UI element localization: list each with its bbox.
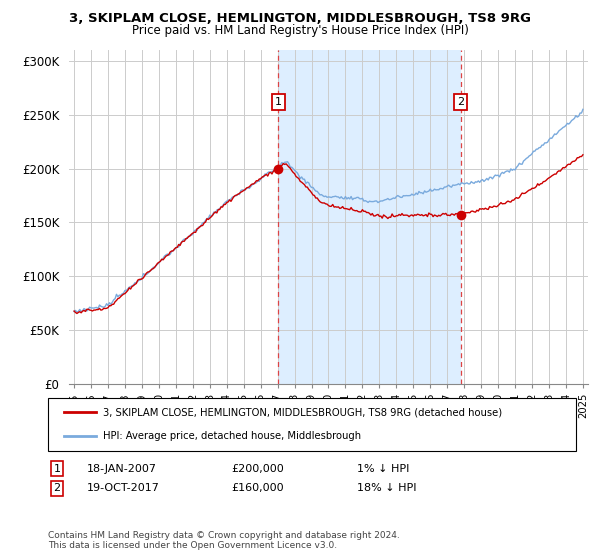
Text: 3, SKIPLAM CLOSE, HEMLINGTON, MIDDLESBROUGH, TS8 9RG (detached house): 3, SKIPLAM CLOSE, HEMLINGTON, MIDDLESBRO… [103,408,503,418]
Text: 2: 2 [53,483,61,493]
Text: £200,000: £200,000 [231,464,284,474]
Text: Price paid vs. HM Land Registry's House Price Index (HPI): Price paid vs. HM Land Registry's House … [131,24,469,37]
Text: 18-JAN-2007: 18-JAN-2007 [87,464,157,474]
Text: 1% ↓ HPI: 1% ↓ HPI [357,464,409,474]
Text: 1: 1 [53,464,61,474]
Text: Contains HM Land Registry data © Crown copyright and database right 2024.
This d: Contains HM Land Registry data © Crown c… [48,530,400,550]
Text: 2: 2 [457,97,464,107]
Text: £160,000: £160,000 [231,483,284,493]
Text: 1: 1 [275,97,282,107]
Text: 18% ↓ HPI: 18% ↓ HPI [357,483,416,493]
Text: HPI: Average price, detached house, Middlesbrough: HPI: Average price, detached house, Midd… [103,431,362,441]
Text: 19-OCT-2017: 19-OCT-2017 [87,483,160,493]
FancyBboxPatch shape [48,398,576,451]
Text: 3, SKIPLAM CLOSE, HEMLINGTON, MIDDLESBROUGH, TS8 9RG: 3, SKIPLAM CLOSE, HEMLINGTON, MIDDLESBRO… [69,12,531,25]
